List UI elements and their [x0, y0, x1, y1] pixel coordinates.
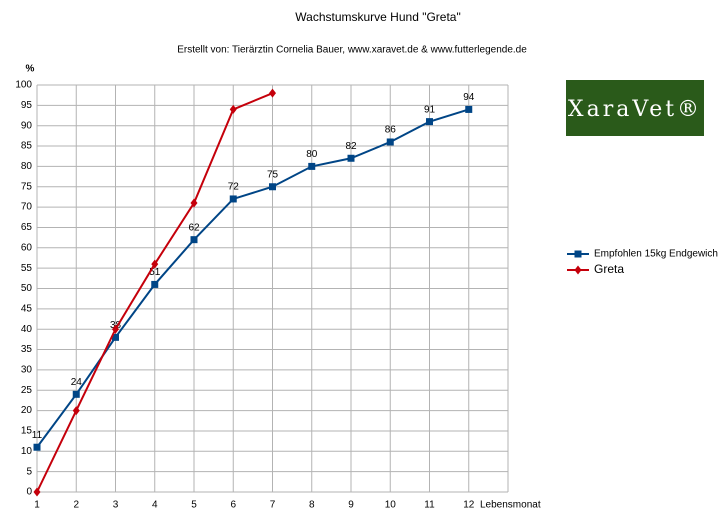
x-tick-label: 10 [385, 500, 397, 511]
y-tick-label: 80 [21, 161, 33, 172]
logo-box [566, 80, 704, 136]
marker [72, 406, 80, 416]
marker [229, 104, 237, 114]
x-tick-label: 3 [113, 500, 119, 511]
y-tick-label: 5 [26, 466, 32, 477]
marker [386, 138, 394, 146]
data-label: 51 [149, 267, 161, 278]
y-tick-label: 50 [21, 283, 33, 294]
y-tick-label: 90 [21, 120, 33, 131]
chart-subtitle: Erstellt von: Tierärztin Cornelia Bauer,… [177, 45, 527, 56]
y-tick-label: 40 [21, 324, 33, 335]
y-tick-label: 75 [21, 181, 33, 192]
marker [72, 390, 80, 398]
y-tick-label: 55 [21, 263, 33, 274]
x-tick-label: 11 [424, 500, 435, 511]
x-tick-label: 2 [73, 500, 79, 511]
y-tick-label: 30 [21, 365, 33, 376]
marker [308, 162, 316, 170]
y-tick-label: 85 [21, 141, 33, 152]
data-label: 11 [32, 430, 43, 441]
x-tick-label: 4 [152, 500, 158, 511]
marker [190, 236, 198, 244]
legend-label: Empfohlen 15kg Endgewicht [594, 249, 718, 260]
marker [347, 154, 355, 162]
data-label: 62 [188, 222, 200, 233]
x-tick-label: 9 [348, 500, 354, 511]
marker [112, 324, 119, 334]
y-tick-label: 20 [21, 405, 33, 416]
y-tick-label: 60 [21, 242, 33, 253]
marker [269, 183, 276, 191]
marker [151, 259, 159, 269]
marker [190, 198, 198, 208]
data-label: 75 [267, 169, 279, 180]
marker [465, 105, 473, 113]
data-label: 86 [385, 125, 397, 136]
marker [112, 333, 119, 341]
chart-title: Wachstumskurve Hund "Greta" [295, 10, 460, 24]
y-tick-label: 35 [21, 344, 33, 355]
y-tick-label: 25 [21, 385, 33, 396]
data-label: 91 [424, 104, 436, 115]
y-tick-label: 45 [21, 303, 33, 314]
series-line [36, 108, 470, 448]
data-label: 94 [463, 92, 475, 103]
marker [33, 443, 41, 451]
x-tick-label: 8 [309, 500, 315, 511]
marker [574, 265, 582, 275]
marker [33, 487, 41, 497]
marker [426, 118, 433, 126]
y-tick-label: 100 [15, 80, 32, 91]
y-axis-title: % [26, 64, 35, 75]
y-tick-label: 95 [21, 100, 33, 111]
y-tick-label: 70 [21, 202, 33, 213]
marker [151, 280, 159, 288]
data-label: 72 [228, 182, 240, 193]
legend-label: Greta [594, 262, 624, 276]
x-tick-label: 5 [191, 500, 197, 511]
y-tick-label: 10 [21, 446, 33, 457]
data-label: 80 [306, 149, 318, 160]
x-tick-label: 6 [230, 500, 236, 511]
x-tick-label: 1 [34, 500, 40, 511]
y-tick-label: 15 [21, 426, 33, 437]
y-tick-label: 65 [21, 222, 33, 233]
x-axis-title: Lebensmonat [480, 500, 541, 511]
x-tick-label: 12 [463, 500, 475, 511]
data-label: 82 [345, 141, 357, 152]
logo: XaraVet® [568, 97, 702, 122]
marker [229, 195, 237, 203]
marker [269, 88, 276, 98]
y-tick-label: 0 [26, 487, 32, 498]
data-label: 24 [71, 377, 83, 388]
marker [574, 250, 582, 258]
x-tick-label: 7 [270, 500, 276, 511]
